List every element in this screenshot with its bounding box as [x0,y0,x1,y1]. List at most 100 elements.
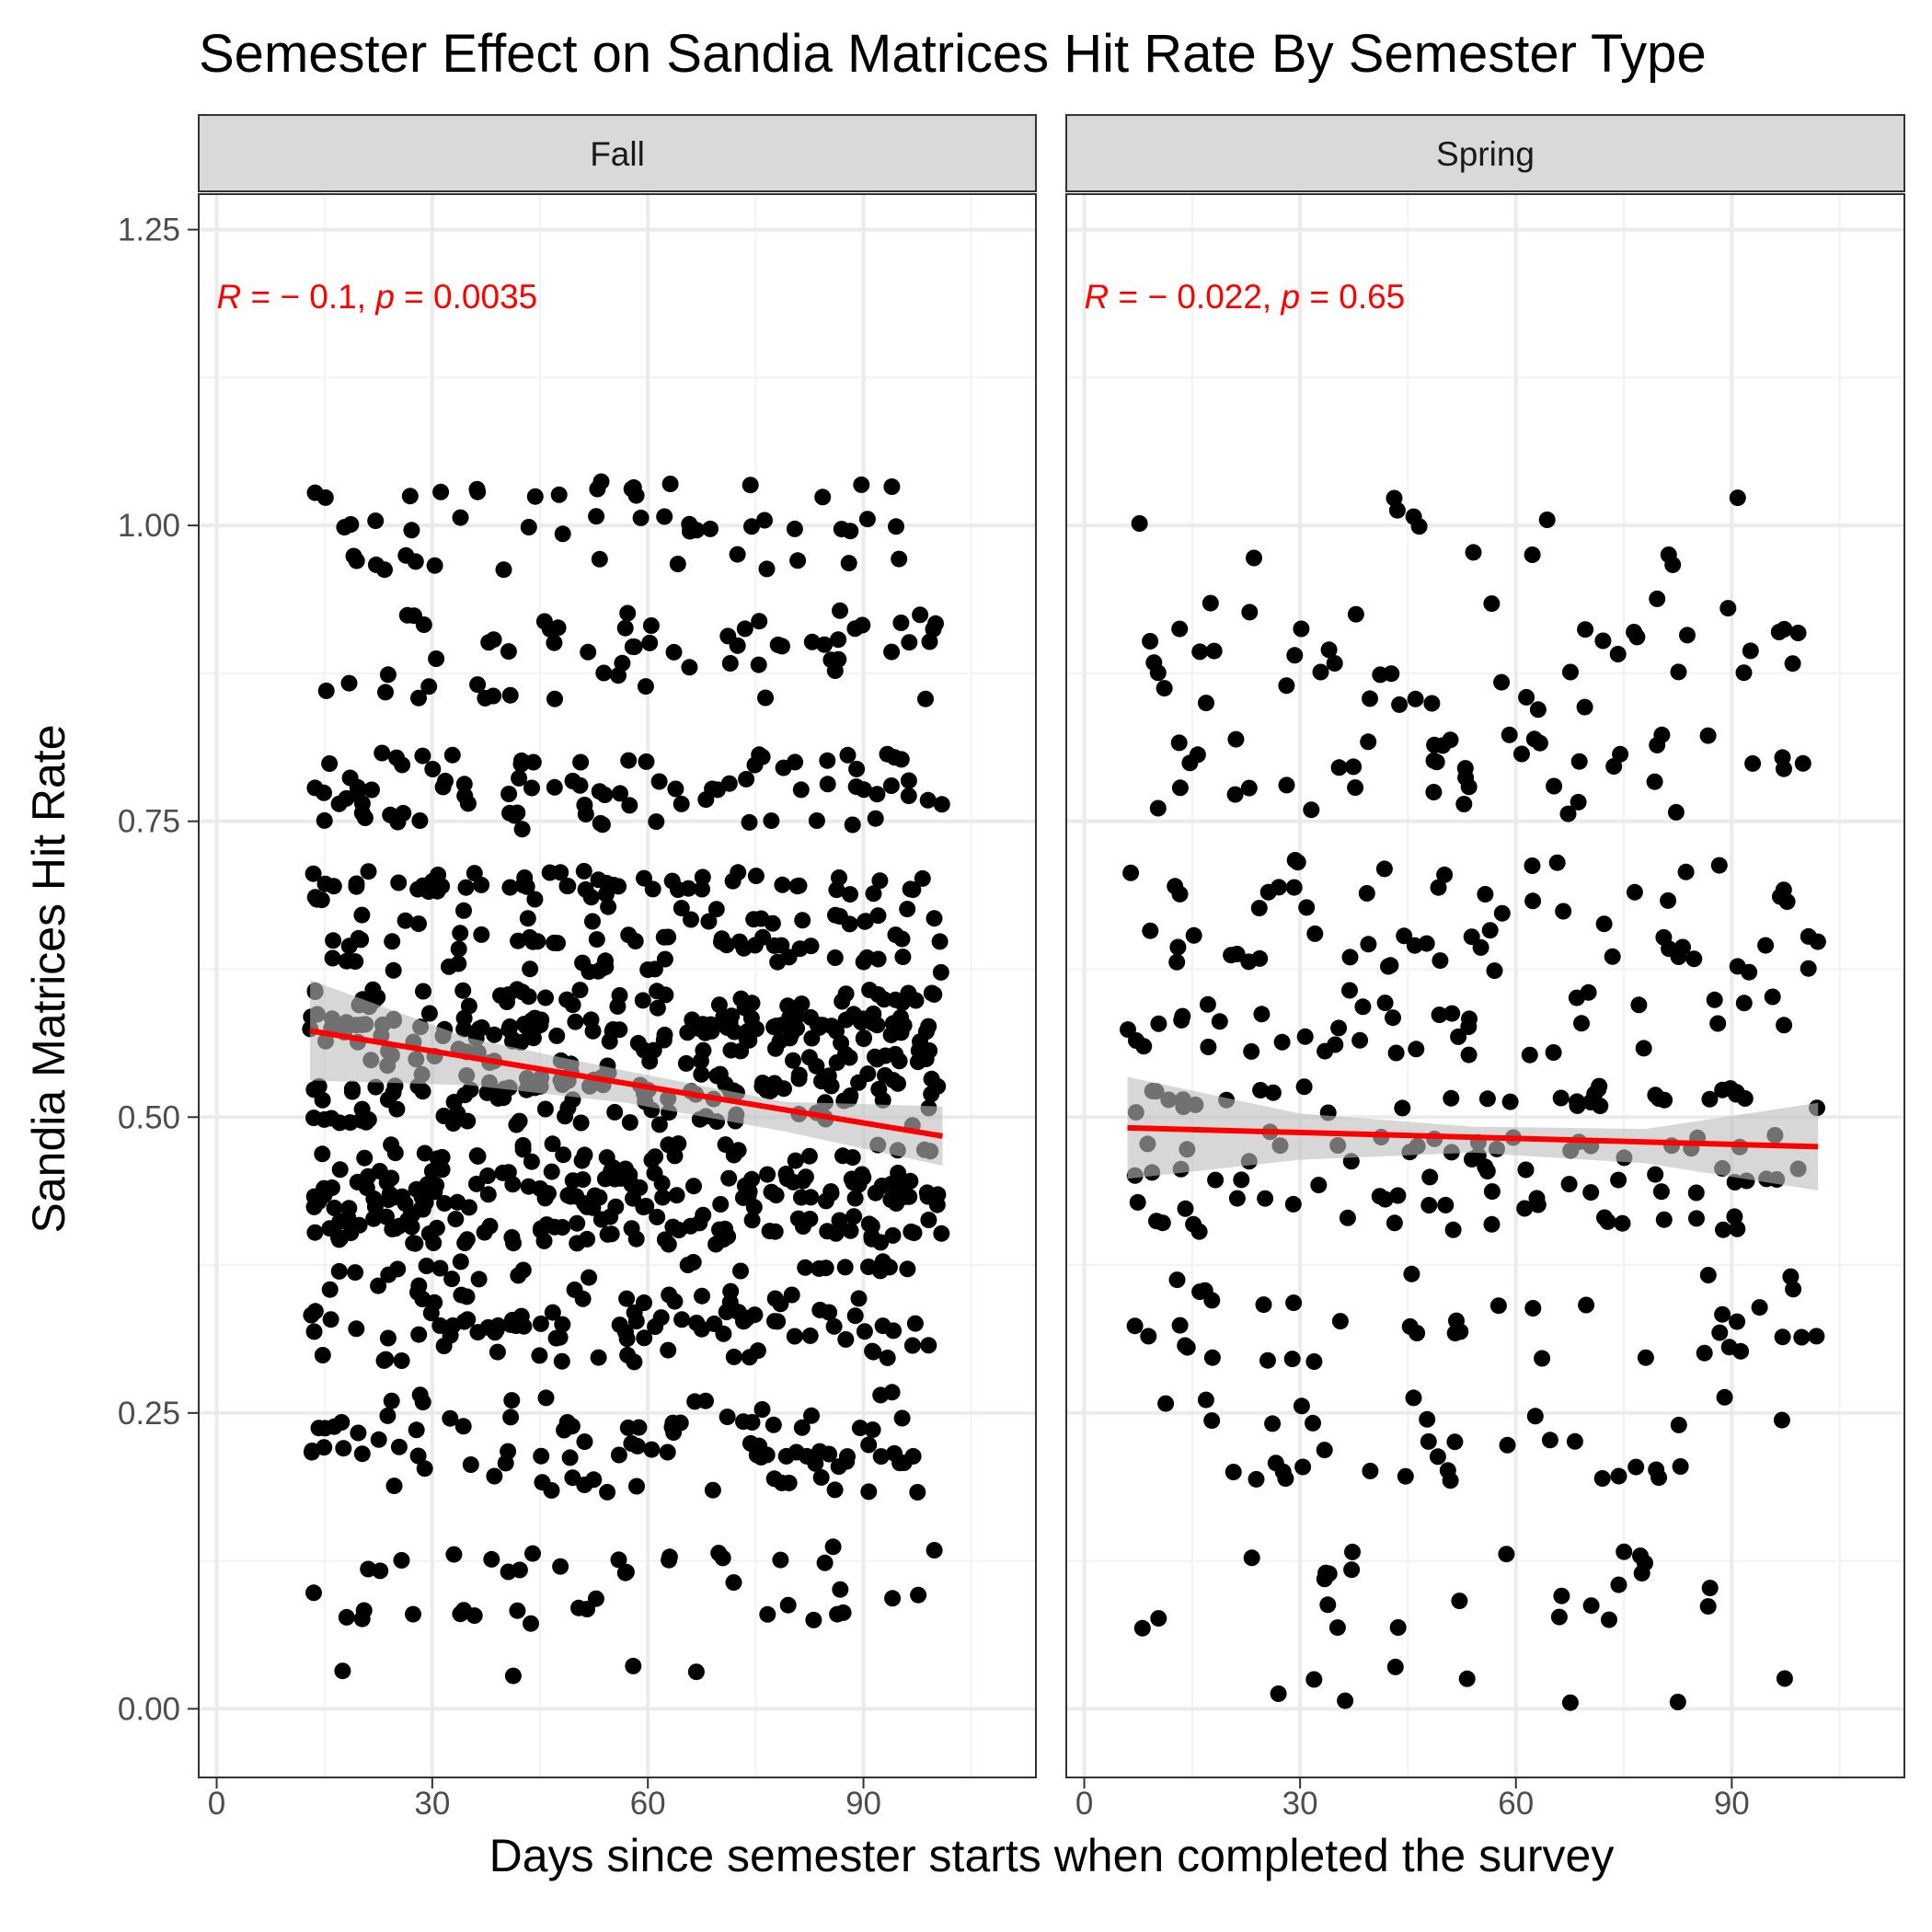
data-point [1341,949,1359,966]
data-point [395,804,412,822]
data-point [603,1225,620,1243]
p-value: = 0.0035 [395,278,537,316]
data-point [1284,1195,1302,1213]
data-point [857,913,873,930]
data-point [1660,891,1677,909]
data-point [618,1290,636,1307]
data-point [322,1311,339,1328]
data-point [1647,1166,1664,1183]
data-point [839,1448,856,1466]
data-point [1592,1098,1609,1115]
data-point [500,1443,517,1460]
data-point [1716,1388,1733,1406]
data-point [1720,1339,1738,1356]
data-point [559,1187,577,1204]
data-point [390,1438,408,1455]
data-point [647,1148,664,1166]
data-point [846,1307,864,1325]
data-point [1293,620,1310,638]
y-tick-label: 0.75 [118,804,180,840]
data-point [1774,1328,1791,1346]
data-point [543,1482,560,1499]
data-point [390,874,408,891]
data-point [1450,1028,1467,1045]
data-point [1443,1005,1461,1022]
data-point [649,1208,666,1225]
data-point [555,1146,572,1164]
data-point [888,1174,905,1191]
data-point [588,931,605,949]
data-point [884,1590,902,1607]
data-point [500,1164,517,1181]
r-symbol: R [217,278,242,316]
data-point [1343,1561,1361,1579]
data-point [473,876,490,893]
data-point [679,1257,696,1273]
data-point [1129,1193,1146,1211]
data-point [1774,749,1791,766]
data-point [1653,726,1671,743]
data-point [356,810,374,826]
confidence-band [310,980,943,1166]
data-point [1534,1350,1551,1367]
data-point [769,953,787,971]
data-point [783,1286,800,1304]
data-point [661,1551,678,1569]
data-point [1410,518,1428,535]
data-point [1319,1596,1337,1614]
data-point [700,913,718,930]
x-tick-label: 30 [1282,1786,1318,1822]
data-point [893,1409,911,1427]
data-point [532,1315,549,1332]
data-point [552,1558,569,1575]
data-point [338,1608,355,1626]
data-point [1776,1017,1793,1034]
data-point [883,478,901,495]
data-point [867,1184,884,1202]
data-point [697,1392,714,1409]
data-point [1626,883,1643,901]
data-point [1425,784,1443,800]
data-point [846,620,864,638]
data-point [777,1447,795,1465]
data-point [1126,1317,1144,1335]
data-point [1538,512,1556,528]
data-point [694,868,711,886]
data-point [1326,655,1343,672]
data-point [355,1602,373,1619]
data-point [1358,885,1375,902]
data-point [1306,925,1324,942]
data-point [1452,1323,1469,1340]
data-point [486,1467,503,1485]
data-point [1120,1021,1136,1039]
data-point [452,509,469,526]
data-point [920,1212,937,1228]
data-point [546,690,563,707]
data-point [408,1421,425,1439]
data-point [1614,1214,1631,1232]
data-point [1776,620,1793,638]
data-point [500,786,518,802]
data-point [452,925,469,942]
data-point [1552,1089,1570,1107]
y-axis-title: Sandia Matrices Hit Rate [23,724,75,1233]
data-point [1451,1593,1468,1610]
data-point [1418,935,1435,952]
data-point [790,877,808,894]
data-point [1711,1324,1729,1341]
data-point [1604,948,1621,965]
data-point [933,1225,950,1242]
data-point [1407,690,1424,707]
data-point [811,1443,828,1460]
data-point [1426,736,1443,753]
data-point [641,634,659,651]
data-point [316,1439,333,1456]
x-axis-title: Days since semester starts when complete… [489,1830,1615,1881]
data-point [620,752,638,769]
data-point [1347,605,1364,623]
data-point [442,1409,459,1427]
data-point [681,659,698,676]
data-point [1339,1209,1356,1226]
data-point [1706,991,1723,1008]
data-point [887,926,904,944]
